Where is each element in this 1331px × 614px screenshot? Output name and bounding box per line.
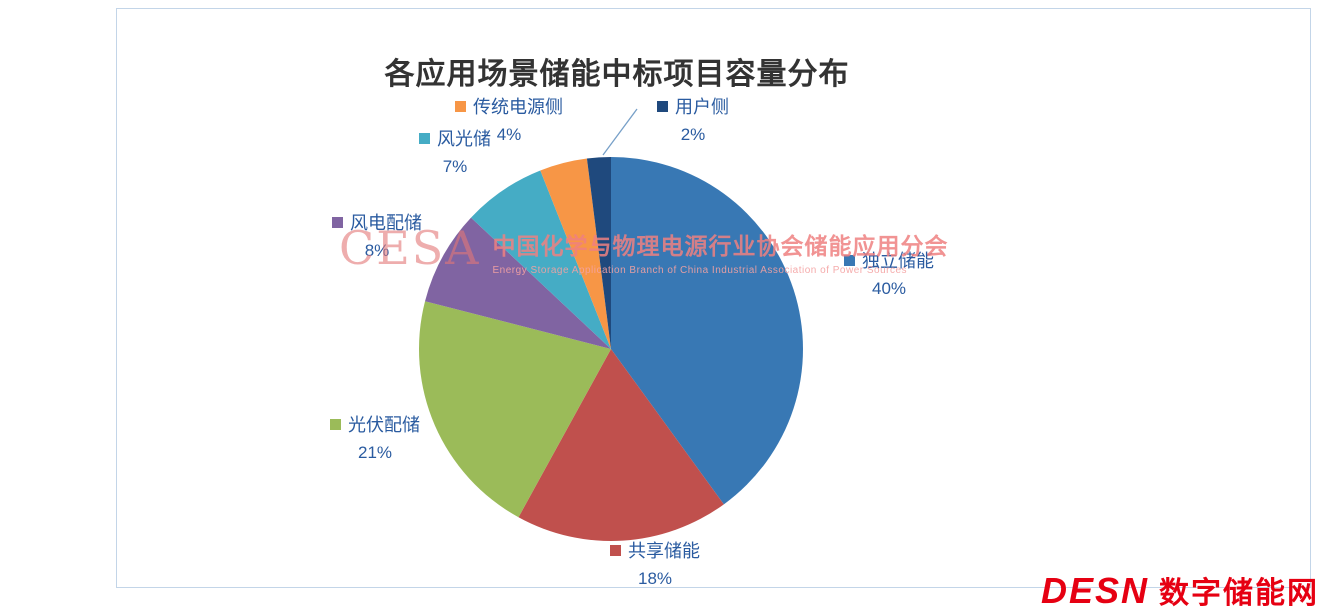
pie-slice-4 xyxy=(471,170,611,349)
desn-logo: DESN 数字储能网 xyxy=(1041,568,1319,612)
pie-label-wind-paired-storage: 风电配储 8% xyxy=(332,211,422,261)
legend-marker-wind-paired-storage xyxy=(332,216,343,228)
pie-slice-1 xyxy=(518,349,724,541)
pie-label-text: 用户侧 xyxy=(675,97,729,117)
pie-slice-2 xyxy=(418,301,611,518)
pie-label-independent-storage: 独立储能 40% xyxy=(844,249,934,299)
pie-label-wind-solar-storage: 风光储 7% xyxy=(419,127,491,177)
chart-plot-area: 各应用场景储能中标项目容量分布 传统电源侧 4% 用户侧 2% 风光储 7% 风… xyxy=(116,8,1311,588)
pie-label-text: 共享储能 xyxy=(628,541,700,561)
legend-marker-user-side xyxy=(657,100,668,112)
pie-label-percent: 21% xyxy=(357,443,393,462)
pie-label-percent: 8% xyxy=(364,241,390,260)
pie-label-text: 独立储能 xyxy=(862,251,934,271)
desn-brand-text: DESN xyxy=(1040,570,1149,611)
pie-label-user-side: 用户侧 2% xyxy=(657,95,729,145)
pie-label-text: 光伏配储 xyxy=(348,415,420,435)
legend-marker-wind-solar-storage xyxy=(419,132,430,144)
pie-label-traditional-power-side: 传统电源侧 4% xyxy=(455,95,563,145)
pie-slice-6 xyxy=(586,156,611,349)
pie-label-pv-paired-storage: 光伏配储 21% xyxy=(330,413,420,463)
pie-slice-5 xyxy=(540,158,611,349)
pie-label-percent: 4% xyxy=(496,125,522,144)
pie-label-text: 风光储 xyxy=(437,129,491,149)
pie-chart xyxy=(418,108,803,541)
chart-title: 各应用场景储能中标项目容量分布 xyxy=(384,58,850,91)
pie-slice-3 xyxy=(425,217,611,349)
legend-marker-independent-storage xyxy=(844,254,855,266)
pie-label-percent: 18% xyxy=(637,569,673,588)
pie-label-text: 传统电源侧 xyxy=(473,97,563,117)
legend-marker-pv-paired-storage xyxy=(330,418,341,430)
pie-label-shared-storage: 共享储能 18% xyxy=(610,539,700,589)
legend-marker-traditional-power-side xyxy=(455,100,466,112)
desn-site-name: 数字储能网 xyxy=(1159,577,1319,610)
leader-line-user-side xyxy=(602,108,638,156)
pie-label-percent: 40% xyxy=(871,279,907,298)
legend-marker-shared-storage xyxy=(610,544,621,556)
pie-label-percent: 7% xyxy=(442,157,468,176)
pie-label-percent: 2% xyxy=(680,125,706,144)
pie-slice-0 xyxy=(611,157,803,505)
pie-label-text: 风电配储 xyxy=(350,213,422,233)
